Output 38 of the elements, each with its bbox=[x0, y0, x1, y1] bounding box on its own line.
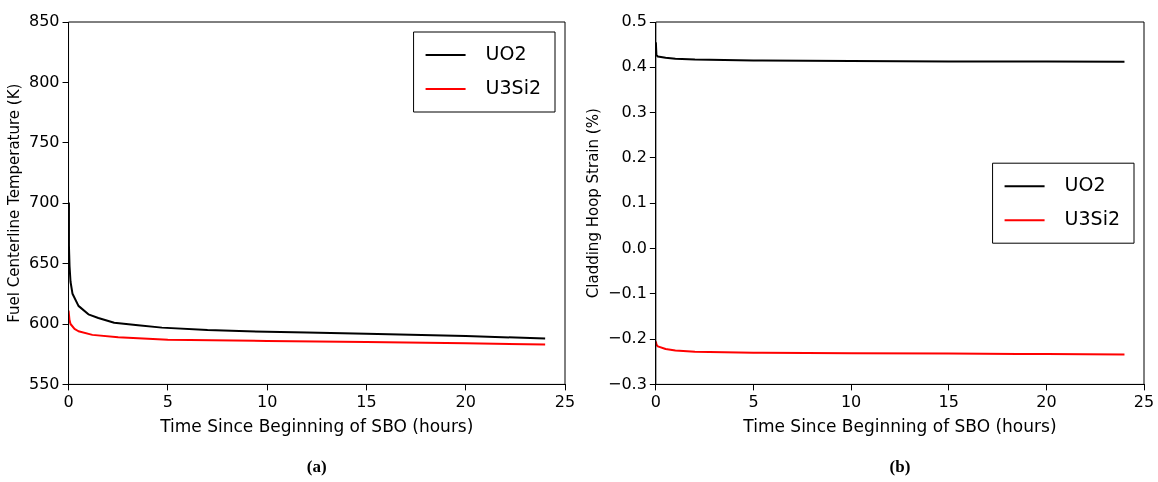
x-tick-label: 10 bbox=[840, 392, 862, 412]
y-tick-label: −0.2 bbox=[607, 328, 647, 348]
legend-label: U3Si2 bbox=[485, 75, 542, 98]
x-tick-label: 15 bbox=[356, 392, 377, 412]
x-tick-label: 0 bbox=[63, 392, 74, 412]
y-axis-title: Cladding Hoop Strain (%) bbox=[583, 108, 602, 299]
x-axis-title: Time Since Beginning of SBO (hours) bbox=[742, 416, 1057, 437]
text: (a) bbox=[306, 457, 327, 476]
y-tick-label: 0.2 bbox=[621, 147, 647, 167]
y-tick-label: 800 bbox=[28, 71, 60, 91]
x-tick-label: 0 bbox=[650, 392, 661, 412]
y-tick-label: 0.3 bbox=[621, 101, 647, 121]
y-tick-label: −0.3 bbox=[607, 373, 647, 393]
y-axis-title: Fuel Centerline Temperature (K) bbox=[4, 83, 23, 323]
x-tick-label: 15 bbox=[938, 392, 959, 412]
y-tick-label: 600 bbox=[28, 313, 60, 333]
x-tick-label: 10 bbox=[256, 392, 278, 412]
y-tick-label: 0.1 bbox=[621, 192, 647, 212]
y-tick-label: 700 bbox=[28, 192, 60, 212]
y-tick-label: 850 bbox=[28, 11, 60, 31]
text: (b) bbox=[889, 457, 911, 476]
x-tick-label: 5 bbox=[748, 392, 759, 412]
x-tick-label: 5 bbox=[162, 392, 173, 412]
y-tick-label: 650 bbox=[28, 252, 60, 272]
x-tick-label: 25 bbox=[1133, 392, 1155, 412]
x-axis-title: Time Since Beginning of SBO (hours) bbox=[159, 416, 474, 437]
legend-label: U3Si2 bbox=[1064, 207, 1121, 230]
y-tick-label: 0.5 bbox=[621, 11, 647, 31]
legend-label: UO2 bbox=[1064, 173, 1106, 196]
y-tick-label: 750 bbox=[28, 131, 60, 151]
y-tick-label: 0.0 bbox=[621, 237, 647, 257]
x-tick-label: 25 bbox=[554, 392, 576, 412]
y-tick-label: −0.1 bbox=[607, 282, 647, 302]
y-tick-label: 0.4 bbox=[621, 56, 647, 76]
legend-label: UO2 bbox=[485, 41, 527, 64]
x-tick-label: 20 bbox=[455, 392, 476, 412]
y-tick-label: 550 bbox=[28, 373, 60, 393]
x-tick-label: 20 bbox=[1036, 392, 1057, 412]
